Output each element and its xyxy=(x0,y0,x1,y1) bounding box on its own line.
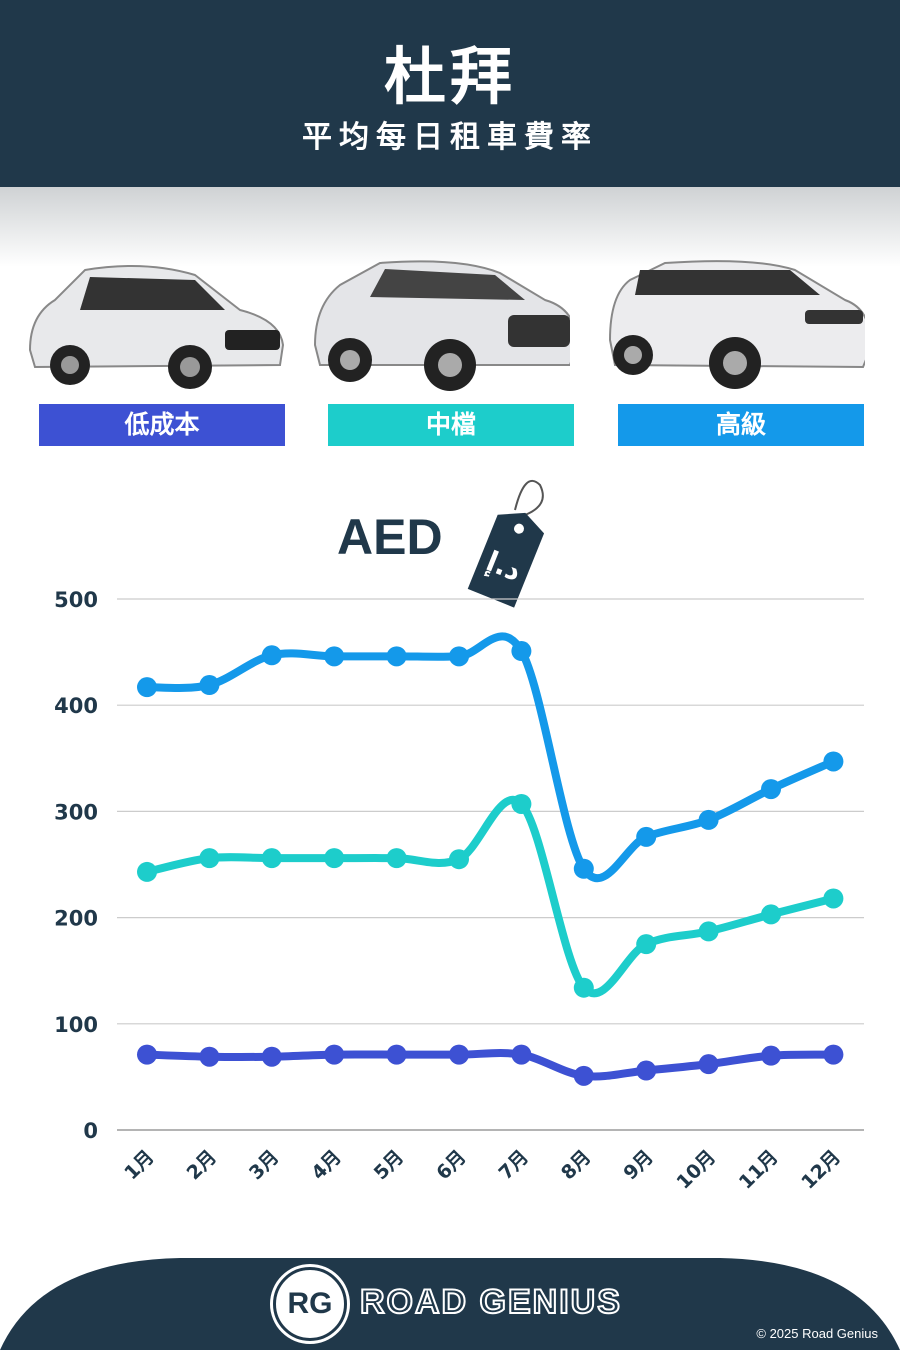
x-tick-label: 1月 xyxy=(120,1146,158,1184)
x-tick-label: 7月 xyxy=(495,1146,533,1184)
line-chart: 0 100 200 300 400 500 1月 2月 3月 4月 5月 6月 7月 8月 9月 10月 11月… xyxy=(54,588,864,1194)
price-tag-icon: د.إ xyxy=(467,479,545,608)
copyright: © 2025 Road Genius xyxy=(756,1326,878,1341)
data-point xyxy=(386,1044,407,1065)
data-point xyxy=(636,826,657,847)
data-point xyxy=(698,1054,719,1075)
data-point xyxy=(449,849,469,870)
legend-luxury: 高級 xyxy=(618,404,864,446)
y-tick-label: 300 xyxy=(54,800,98,824)
data-point xyxy=(261,645,282,666)
data-point xyxy=(823,888,844,909)
data-point xyxy=(324,646,345,667)
legend-midrange: 中檔 xyxy=(328,404,574,446)
x-tick-label: 8月 xyxy=(557,1146,595,1184)
x-tick-label: 11月 xyxy=(735,1146,783,1194)
page-subtitle: 平均每日租車費率 xyxy=(302,120,598,155)
data-point xyxy=(261,1046,282,1067)
x-tick-label: 4月 xyxy=(307,1146,345,1184)
footer-band xyxy=(0,1258,900,1350)
y-tick-label: 0 xyxy=(83,1119,98,1143)
data-point xyxy=(573,1065,594,1086)
page-title: 杜拜 xyxy=(383,40,516,113)
luxury-suv-car-icon xyxy=(608,260,865,389)
suv-car-icon xyxy=(313,260,570,391)
data-point xyxy=(636,1060,657,1081)
data-point xyxy=(137,677,157,698)
data-point xyxy=(823,751,844,772)
y-tick-label: 500 xyxy=(54,588,98,612)
x-tick-label: 3月 xyxy=(245,1146,283,1184)
series-line xyxy=(143,796,838,998)
header: 杜拜 平均每日租車費率 xyxy=(0,0,900,187)
data-point xyxy=(511,793,532,814)
hatchback-car-icon xyxy=(28,265,285,389)
data-point xyxy=(636,934,657,955)
data-point xyxy=(761,1045,781,1066)
data-point xyxy=(199,1046,220,1067)
logo-text: RG xyxy=(287,1287,333,1320)
data-point xyxy=(449,646,469,667)
data-point xyxy=(573,858,594,879)
data-point xyxy=(137,1044,157,1065)
data-point xyxy=(137,861,157,882)
series-line xyxy=(143,1049,838,1081)
data-point xyxy=(324,1044,345,1065)
data-point xyxy=(698,809,719,830)
y-tick-label: 400 xyxy=(54,694,98,718)
x-tick-label: 10月 xyxy=(672,1146,720,1194)
data-point xyxy=(199,848,220,869)
brand-name: ROAD GENIUS xyxy=(359,1282,622,1322)
x-tick-label: 2月 xyxy=(183,1146,221,1184)
data-point xyxy=(823,1044,844,1065)
x-tick-label: 9月 xyxy=(619,1146,657,1184)
data-point xyxy=(573,977,594,998)
data-point xyxy=(761,904,781,925)
data-point xyxy=(199,675,220,696)
data-point xyxy=(761,779,781,800)
x-tick-label: 12月 xyxy=(797,1146,845,1194)
header-shadow xyxy=(0,187,900,267)
data-point xyxy=(386,646,407,667)
data-point xyxy=(386,848,407,869)
series-line xyxy=(143,632,838,882)
data-point xyxy=(511,641,532,662)
data-point xyxy=(511,1044,532,1065)
data-point xyxy=(261,848,282,869)
y-tick-label: 100 xyxy=(54,1013,98,1037)
y-tick-label: 200 xyxy=(54,907,98,931)
data-point xyxy=(324,848,345,869)
x-tick-label: 6月 xyxy=(432,1146,470,1184)
road-genius-logo: RG xyxy=(273,1267,347,1341)
currency-label: AED xyxy=(337,509,443,565)
legend-budget: 低成本 xyxy=(39,404,285,446)
x-tick-label: 5月 xyxy=(370,1146,408,1184)
data-point xyxy=(698,921,719,942)
data-point xyxy=(449,1044,469,1065)
